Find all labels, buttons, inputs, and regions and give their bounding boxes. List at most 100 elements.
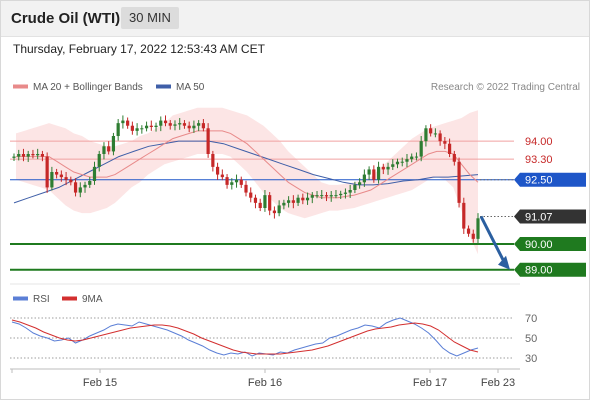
candle-body — [69, 179, 73, 183]
price-candle — [452, 150, 456, 166]
candle-body — [400, 161, 404, 163]
price-candle — [376, 161, 381, 184]
candle-body — [268, 195, 272, 211]
level-label-89-00: 89.00 — [514, 262, 586, 277]
candle-body — [320, 195, 324, 197]
ma50-legend-label: MA 50 — [176, 82, 205, 93]
candle-body — [282, 202, 286, 206]
candle-body — [249, 192, 253, 198]
price-candle — [121, 115, 125, 129]
price-candle — [320, 190, 324, 199]
price-candle — [405, 154, 409, 168]
price-candle — [447, 138, 452, 158]
price-candle — [419, 136, 423, 162]
price-candle — [268, 192, 272, 216]
candle-body — [324, 195, 329, 197]
candle-body — [272, 210, 277, 214]
price-candle — [362, 169, 366, 187]
price-candle — [178, 118, 182, 130]
rsi-tick-50: 50 — [525, 333, 537, 345]
price-candle — [334, 190, 338, 199]
candle-body — [168, 123, 172, 126]
price-candle — [17, 149, 21, 161]
price-candle — [343, 188, 348, 199]
level-label-91-07-text: 91.07 — [525, 211, 553, 223]
price-candle — [159, 116, 163, 132]
candle-body — [97, 154, 101, 167]
price-candle — [197, 120, 201, 132]
x-tick-label: Feb 15 — [83, 377, 117, 389]
price-candle — [466, 225, 471, 237]
candle-body — [192, 125, 196, 129]
candle-body — [466, 228, 471, 234]
level-label-91-07-tag — [514, 209, 586, 224]
bollinger-band — [16, 107, 478, 255]
candle-body — [17, 154, 21, 157]
rsi-ma-legend-swatch — [62, 296, 77, 301]
ma50-line — [13, 140, 479, 204]
price-candle — [358, 178, 362, 189]
candle-body — [443, 141, 447, 144]
price-candle — [414, 152, 419, 161]
candle-body — [287, 200, 291, 203]
price-candle — [272, 206, 277, 219]
candle-body — [121, 120, 125, 124]
price-candle — [111, 132, 116, 156]
price-candle — [168, 120, 172, 130]
candle-body — [348, 190, 352, 193]
price-candle — [59, 170, 63, 182]
price-candle — [182, 120, 187, 129]
candle-body — [414, 156, 419, 158]
candle-body — [358, 182, 362, 185]
candle-body — [211, 154, 215, 167]
candle-body — [424, 128, 428, 142]
price-candle — [348, 184, 352, 198]
price-candle — [457, 157, 461, 208]
price-candle — [287, 196, 291, 208]
chart-header: Crude Oil (WTI) 30 MIN — [0, 0, 590, 37]
candle-body — [367, 169, 371, 175]
candle-body — [391, 164, 395, 167]
candle-body — [159, 120, 163, 126]
timeframe-badge[interactable]: 30 MIN — [121, 7, 179, 29]
price-candle — [55, 168, 59, 179]
rsi-ma-legend-label: 9MA — [82, 294, 103, 305]
price-candle — [353, 181, 357, 194]
candle-body — [178, 123, 182, 125]
price-candle — [36, 148, 40, 160]
price-candle — [429, 124, 433, 137]
candle-body — [372, 169, 376, 180]
rsi-tick-70: 70 — [525, 313, 537, 325]
candle-body — [45, 156, 49, 188]
price-candle — [400, 157, 404, 167]
candle-body — [92, 166, 97, 181]
candle-body — [201, 123, 205, 129]
candle-body — [244, 184, 248, 193]
price-candle — [234, 174, 239, 188]
candle-body — [126, 120, 130, 126]
candle-body — [40, 154, 45, 157]
price-candle — [173, 120, 177, 131]
ma20-legend-swatch — [13, 84, 28, 89]
price-candle — [253, 194, 258, 209]
price-candle — [305, 192, 310, 205]
price-candle — [107, 141, 111, 155]
candle-body — [73, 182, 78, 193]
price-candle — [187, 121, 191, 133]
candle-body — [59, 174, 63, 178]
ma50-legend-swatch — [156, 84, 171, 89]
candle-body — [144, 125, 149, 129]
level-label-94-00: 94.00 — [525, 136, 553, 148]
candle-body — [258, 202, 262, 208]
candle-body — [410, 156, 414, 160]
price-candle — [438, 130, 442, 146]
candle-body — [220, 174, 224, 178]
price-candle — [21, 148, 26, 162]
candle-body — [12, 156, 16, 158]
level-label-92-50-tag — [514, 172, 586, 187]
candle-body — [225, 177, 229, 185]
candle-body — [305, 197, 310, 201]
candle-body — [343, 192, 348, 194]
price-candle — [69, 176, 73, 186]
candle-body — [277, 205, 281, 214]
